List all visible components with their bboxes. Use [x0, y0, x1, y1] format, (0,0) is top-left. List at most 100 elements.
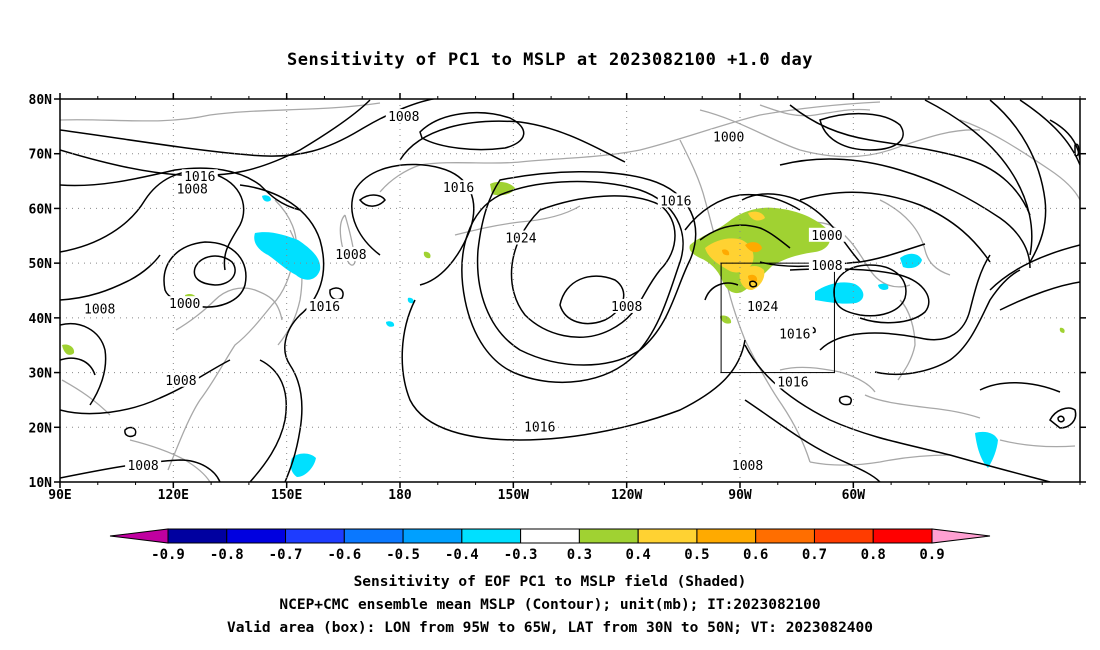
contour-label: 1016	[779, 327, 810, 342]
contour-label: 1008	[732, 459, 763, 474]
contour-label: 1008	[388, 110, 419, 125]
contour-label-bg	[332, 246, 369, 261]
sensitivity-shading	[62, 181, 1065, 477]
contour-label: 1016	[660, 194, 691, 209]
contour-label: 1000	[713, 130, 744, 145]
contour-label: 1000	[169, 297, 200, 312]
lat-label: 50N	[29, 257, 53, 272]
lat-label: 10N	[29, 476, 53, 491]
lat-label: 20N	[29, 421, 53, 436]
colorbar-swatch	[226, 528, 287, 544]
contour-label-bg	[385, 109, 422, 124]
colorbar-label: -0.5	[386, 547, 420, 563]
contour-label-bg	[657, 193, 694, 208]
colorbar-swatch	[696, 528, 757, 544]
colorbar-label: -0.3	[504, 547, 538, 563]
contour-label: 1008	[335, 248, 366, 263]
colorbar: -0.9 -0.8 -0.7 -0.6 -0.5 -0.4 -0.3 0.3 0.4 0.5 0.6…	[109, 528, 991, 563]
footer-line-3: Valid area (box): LON from 95W to 65W, L…	[226, 620, 873, 636]
contour-label-bg	[729, 458, 766, 473]
contour-label: 1024	[747, 300, 778, 315]
lat-label: 70N	[29, 148, 53, 163]
footer-line-2: NCEP+CMC ensemble mean MSLP (Contour); u…	[279, 597, 821, 613]
contour-label: 1008	[127, 459, 158, 474]
colorbar-swatch	[872, 528, 933, 544]
colorbar-label: -0.8	[210, 547, 244, 563]
colorbar-swatch	[578, 528, 639, 544]
contour-label: 1016	[524, 420, 555, 435]
contour-label-bg	[125, 458, 162, 473]
lat-label: 60N	[29, 202, 53, 217]
lon-label: 90W	[728, 488, 752, 503]
colorbar-label: -0.6	[327, 547, 361, 563]
contour-label-bg	[808, 257, 845, 272]
contour-label-bg	[174, 181, 211, 196]
lon-label: 120W	[611, 488, 642, 503]
lon-label: 150W	[498, 488, 529, 503]
lon-label: 150E	[271, 488, 302, 503]
contour-label-bg	[306, 298, 343, 313]
colorbar-swatch	[402, 528, 463, 544]
colorbar-label: 0.3	[567, 547, 592, 563]
colorbar-low-arrow	[109, 528, 169, 544]
contour-label-bg	[166, 296, 203, 311]
colorbar-label: 0.6	[743, 547, 768, 563]
coastlines	[60, 101, 1080, 482]
contour-label-bg	[502, 230, 539, 245]
mslp-contours	[60, 99, 1080, 482]
contour-label: 1008	[84, 303, 115, 318]
colorbar-label: 0.7	[802, 547, 827, 563]
contour-label-bg	[774, 374, 811, 389]
lon-label: 120E	[158, 488, 189, 503]
plot-frame	[59, 98, 1081, 483]
contour-label: 1016	[777, 375, 808, 390]
contour-label-bg	[608, 298, 645, 313]
contour-label-bg	[710, 129, 747, 144]
contour-label-bg	[776, 326, 813, 341]
contour-label: 1008	[165, 374, 196, 389]
contour-label-bg	[181, 169, 218, 184]
contour-label-bg	[81, 301, 118, 316]
colorbar-label: 0.9	[919, 547, 944, 563]
contour-label: 1000	[811, 229, 842, 244]
contour-label: 1008	[177, 182, 208, 197]
footer-line-1: Sensitivity of EOF PC1 to MSLP field (Sh…	[353, 574, 747, 590]
lon-label: 180	[388, 488, 412, 503]
colorbar-swatch	[167, 528, 228, 544]
contour-label-bg	[440, 180, 477, 195]
colorbar-swatch	[285, 528, 345, 544]
colorbar-swatch	[755, 528, 815, 544]
colorbar-label: 0.8	[861, 547, 886, 563]
colorbar-label: -0.4	[445, 547, 479, 563]
colorbar-swatch	[813, 528, 874, 544]
colorbar-label: -0.7	[269, 547, 303, 563]
contour-label-bg	[162, 372, 199, 387]
colorbar-high-arrow	[931, 528, 991, 544]
lat-label: 80N	[29, 93, 53, 108]
lat-lon-grid	[60, 99, 1080, 482]
contour-label: 1016	[443, 181, 474, 196]
colorbar-swatch	[520, 528, 580, 544]
colorbar-swatch	[461, 528, 522, 544]
contour-label-bg	[808, 227, 845, 242]
map-title: Sensitivity of PC1 to MSLP at 2023082100…	[286, 50, 813, 70]
colorbar-swatch	[343, 528, 404, 544]
contour-label-bg	[521, 419, 558, 434]
contour-label: 1008	[611, 300, 642, 315]
colorbar-label: -0.9	[151, 547, 185, 563]
lat-label: 40N	[29, 312, 53, 327]
valid-area-box	[720, 262, 835, 374]
colorbar-swatch	[637, 528, 698, 544]
contour-label-bg	[744, 298, 781, 313]
lon-label: 90E	[48, 488, 71, 503]
lat-label: 30N	[29, 367, 53, 382]
colorbar-label: 0.5	[684, 547, 709, 563]
contour-labels: 1008 1016 1008 1016 1016 1000 1024 1008 1000 1016…	[81, 109, 845, 474]
lon-label: 60W	[842, 488, 866, 503]
contour-label: 1008	[811, 259, 842, 274]
contour-label: 1024	[505, 232, 536, 247]
contour-label: 1016	[309, 300, 340, 315]
colorbar-label: 0.4	[626, 547, 651, 563]
